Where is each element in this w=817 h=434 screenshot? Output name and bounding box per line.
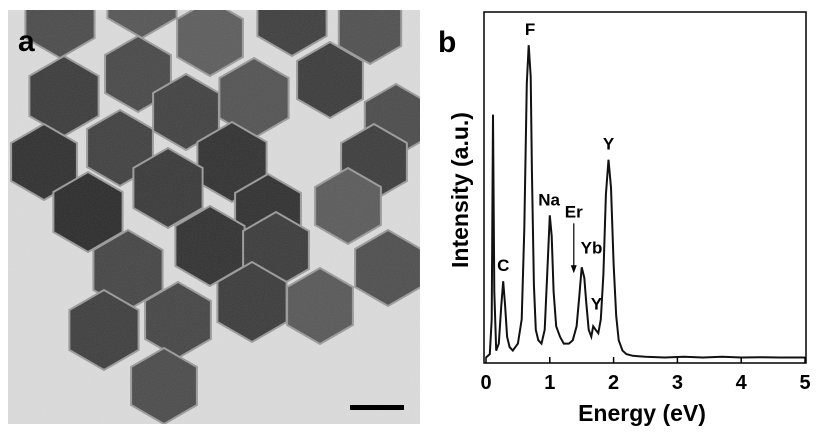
x-tick-label: 1 — [544, 372, 555, 394]
y-axis-label: Intensity (a.u.) — [447, 112, 473, 268]
peak-label: F — [525, 20, 535, 39]
plot-frame — [483, 11, 807, 364]
peak-label: C — [497, 256, 509, 275]
panel-b-label: b — [438, 26, 456, 59]
scale-bar — [350, 405, 404, 410]
x-tick-label: 5 — [799, 372, 810, 394]
peak-label: Y — [603, 135, 615, 154]
x-tick-label: 0 — [480, 372, 491, 394]
x-tick-label: 4 — [736, 372, 748, 394]
peak-label: Na — [538, 190, 560, 209]
peak-labels: C F Na Er Yb Y Y — [497, 20, 615, 313]
peak-label: Yb — [581, 238, 603, 257]
x-tick-label: 3 — [672, 372, 683, 394]
peak-label: Er — [565, 202, 583, 221]
peak-label: Y — [591, 294, 603, 313]
x-tick-label: 2 — [608, 372, 619, 394]
panel-a-label: a — [18, 25, 35, 58]
x-axis: 0 1 2 3 4 5 — [480, 357, 811, 394]
x-axis-label: Energy (eV) — [578, 400, 706, 426]
tem-grain-overlay — [8, 10, 420, 424]
spectrum-line — [485, 45, 805, 359]
peak-arrow-head — [570, 265, 577, 274]
